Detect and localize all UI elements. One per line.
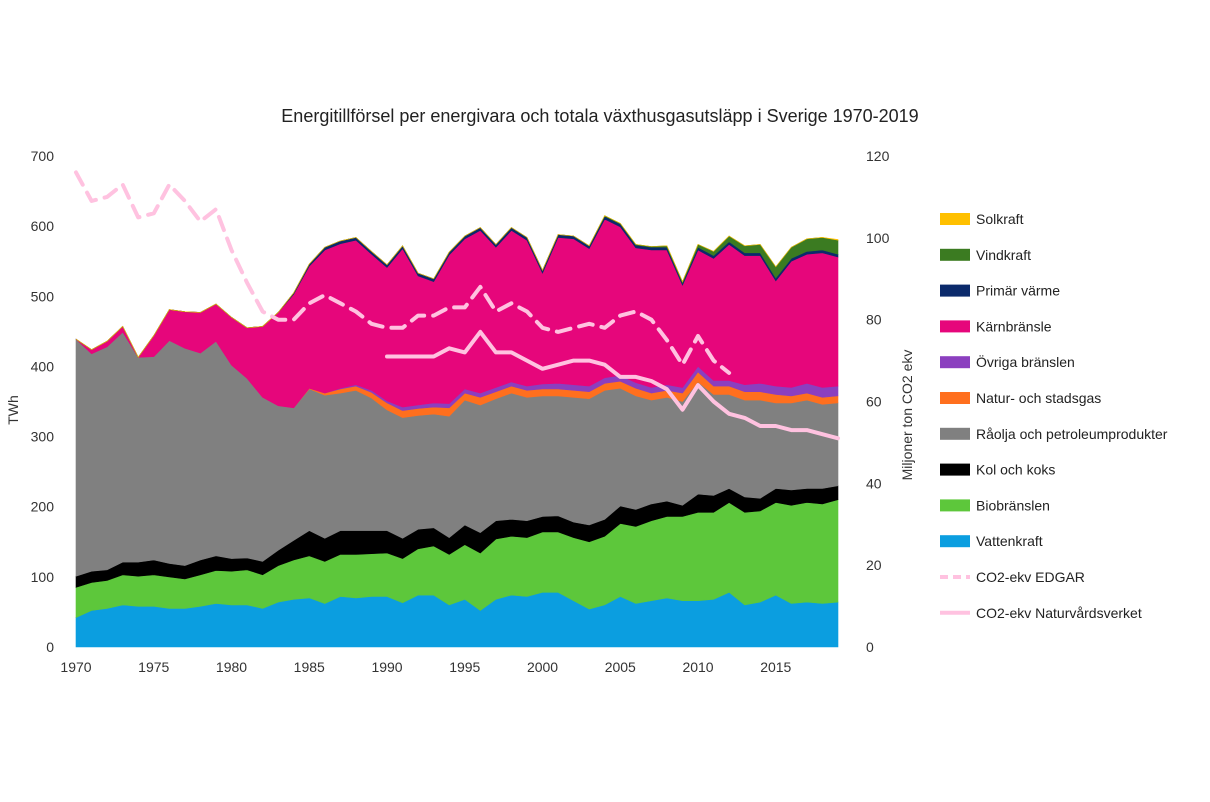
x-tick-label: 1970 bbox=[60, 659, 91, 675]
y-tick-label: 100 bbox=[31, 569, 55, 585]
legend-item-natur-och-stadsgas: Natur- och stadsgas bbox=[940, 390, 1101, 406]
area-solkraft bbox=[75, 215, 839, 358]
legend-label: Natur- och stadsgas bbox=[976, 390, 1101, 406]
legend-label: Råolja och petroleumprodukter bbox=[976, 426, 1168, 442]
x-tick-label: 2010 bbox=[682, 659, 713, 675]
left-axis: 0 100 200 300 400 500 600 700 bbox=[31, 148, 55, 655]
legend-item-co2-ekv-edgar: CO2-ekv EDGAR bbox=[940, 569, 1085, 585]
y-tick-label: 600 bbox=[31, 218, 55, 234]
legend-label: Vindkraft bbox=[976, 247, 1031, 263]
y2-axis-title: Miljoner ton CO2 ekv bbox=[899, 350, 915, 481]
y2-tick-label: 100 bbox=[866, 230, 890, 246]
legend-label: Övriga bränslen bbox=[976, 353, 1075, 370]
legend-swatch bbox=[940, 213, 970, 225]
legend-swatch bbox=[940, 248, 970, 261]
legend-item-karnbransle: Kärnbränsle bbox=[940, 318, 1052, 334]
x-tick-label: 1995 bbox=[449, 659, 480, 675]
x-tick-label: 2005 bbox=[605, 659, 636, 675]
legend-label: Solkraft bbox=[976, 211, 1024, 227]
legend-item-vindkraft: Vindkraft bbox=[940, 247, 1031, 263]
legend-label: CO2-ekv EDGAR bbox=[976, 569, 1085, 585]
y-tick-label: 500 bbox=[31, 288, 55, 304]
legend-swatch bbox=[940, 427, 970, 440]
y-tick-label: 300 bbox=[31, 429, 55, 445]
legend-item-solkraft: Solkraft bbox=[940, 211, 1024, 227]
legend-label: CO2-ekv Naturvårdsverket bbox=[976, 605, 1142, 621]
y-tick-label: 400 bbox=[31, 358, 55, 374]
legend-swatch bbox=[940, 356, 970, 369]
x-tick-label: 1985 bbox=[294, 659, 325, 675]
y2-tick-label: 120 bbox=[866, 148, 890, 164]
legend-label: Vattenkraft bbox=[976, 533, 1043, 549]
line-co2-ekv-edgar bbox=[74, 170, 732, 375]
legend-item-co2-ekv-naturvardsverket: CO2-ekv Naturvårdsverket bbox=[940, 605, 1142, 621]
y2-tick-label: 60 bbox=[866, 394, 882, 410]
legend-label: Primär värme bbox=[976, 283, 1060, 299]
chart-title: Energitillförsel per energivara och tota… bbox=[281, 106, 918, 126]
legend-item-primar-varme: Primär värme bbox=[940, 283, 1060, 299]
x-tick-label: 2000 bbox=[527, 659, 558, 675]
y-tick-label: 200 bbox=[31, 499, 55, 515]
y2-tick-label: 40 bbox=[866, 475, 882, 491]
x-axis: 1970 1975 1980 1985 1990 1995 2000 2005 2010 2015 bbox=[60, 659, 791, 675]
x-tick-label: 1975 bbox=[138, 659, 169, 675]
stacked-areas bbox=[75, 215, 839, 648]
legend-item-vattenkraft: Vattenkraft bbox=[940, 533, 1043, 549]
legend-label: Kärnbränsle bbox=[976, 318, 1052, 334]
legend-item-raolja-och-petroleumprodukter: Råolja och petroleumprodukter bbox=[940, 426, 1168, 442]
legend-swatch bbox=[940, 392, 970, 404]
legend-label: Biobränslen bbox=[976, 497, 1050, 513]
emission-lines bbox=[74, 170, 840, 441]
legend-swatch bbox=[940, 463, 970, 476]
legend-swatch bbox=[940, 284, 970, 297]
legend: Solkraft Vindkraft Primär värme Kärnbränsle… bbox=[940, 211, 1168, 621]
legend-swatch bbox=[940, 499, 970, 512]
legend-swatch bbox=[940, 320, 970, 333]
y-tick-label: 700 bbox=[31, 148, 55, 164]
y-axis-title: TWh bbox=[5, 395, 21, 425]
y-tick-label: 0 bbox=[46, 639, 54, 655]
legend-swatch bbox=[940, 535, 970, 548]
legend-item-kol-och-koks: Kol och koks bbox=[940, 462, 1055, 478]
y2-tick-label: 0 bbox=[866, 639, 874, 655]
y2-tick-label: 20 bbox=[866, 557, 882, 573]
x-tick-label: 1980 bbox=[216, 659, 247, 675]
legend-item-ovriga-branslen: Övriga bränslen bbox=[940, 353, 1075, 370]
right-axis: 0 20 40 60 80 100 120 bbox=[866, 148, 890, 655]
line-co2-ekv-naturvardsverket bbox=[385, 329, 840, 441]
legend-item-biobranslen: Biobränslen bbox=[940, 497, 1050, 513]
x-tick-label: 1990 bbox=[371, 659, 402, 675]
legend-label: Kol och koks bbox=[976, 462, 1055, 478]
x-tick-label: 2015 bbox=[760, 659, 791, 675]
y2-tick-label: 80 bbox=[866, 312, 882, 328]
